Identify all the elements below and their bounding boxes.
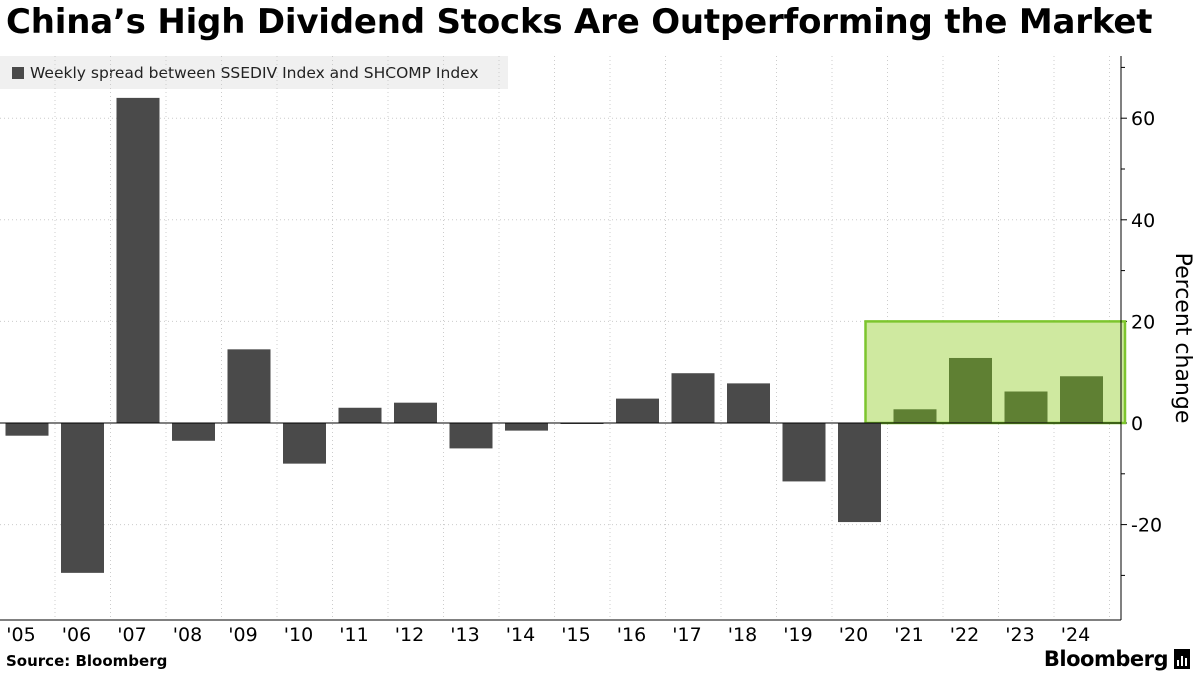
source-note: Source: Bloomberg <box>6 652 168 670</box>
x-tick-label: '19 <box>783 624 812 646</box>
x-tick-label: '21 <box>894 624 923 646</box>
x-tick-label: '08 <box>173 624 202 646</box>
bar-24 <box>1060 376 1103 423</box>
bar-08 <box>172 423 215 441</box>
x-tick-label: '11 <box>339 624 368 646</box>
x-tick-label: '15 <box>561 624 590 646</box>
bar-16 <box>616 398 659 423</box>
x-tick-label: '13 <box>450 624 479 646</box>
bar-12 <box>394 402 437 423</box>
x-tick-label: '05 <box>6 624 35 646</box>
bar-05 <box>5 423 49 436</box>
legend-label: Weekly spread between SSEDIV Index and S… <box>30 63 479 82</box>
bar-14 <box>505 423 548 431</box>
x-tick-label: '10 <box>284 624 313 646</box>
y-tick-label: 60 <box>1131 108 1155 130</box>
bar-10 <box>283 423 326 464</box>
y-tick-label: 20 <box>1131 311 1155 333</box>
y-tick-label: 0 <box>1131 413 1143 435</box>
x-tick-label: '23 <box>1005 624 1034 646</box>
y-tick-label: 40 <box>1131 210 1155 232</box>
brand-text: Bloomberg <box>1043 647 1169 671</box>
bar-07 <box>116 97 160 423</box>
brand-logo: Bloomberg <box>1044 647 1190 671</box>
x-tick-label: '17 <box>672 624 701 646</box>
bar-23 <box>1004 391 1048 423</box>
bar-09 <box>227 349 271 423</box>
y-tick-label: -20 <box>1131 515 1162 537</box>
bar-06 <box>61 423 104 573</box>
bar-20 <box>838 423 881 523</box>
bar-19 <box>782 423 826 482</box>
bar-21 <box>893 409 937 423</box>
x-tick-label: '06 <box>62 624 91 646</box>
x-tick-label: '24 <box>1061 624 1090 646</box>
bar-11 <box>338 407 382 423</box>
x-tick-label: '14 <box>506 624 535 646</box>
x-tick-label: '07 <box>117 624 146 646</box>
bar-chart-icon <box>1174 649 1190 669</box>
x-tick-label: '12 <box>395 624 424 646</box>
bar-18 <box>727 383 770 423</box>
y-axis-label: Percent change <box>1170 253 1195 424</box>
legend-swatch <box>12 66 24 79</box>
bar-17 <box>671 373 715 423</box>
x-tick-label: '16 <box>617 624 646 646</box>
x-tick-label: '20 <box>839 624 868 646</box>
bar-22 <box>949 357 992 423</box>
chart-title: China’s High Dividend Stocks Are Outperf… <box>6 2 1153 42</box>
legend: Weekly spread between SSEDIV Index and S… <box>0 56 508 89</box>
x-tick-label: '22 <box>950 624 979 646</box>
x-tick-label: '18 <box>728 624 757 646</box>
bar-13 <box>449 423 493 449</box>
x-tick-label: '09 <box>228 624 257 646</box>
